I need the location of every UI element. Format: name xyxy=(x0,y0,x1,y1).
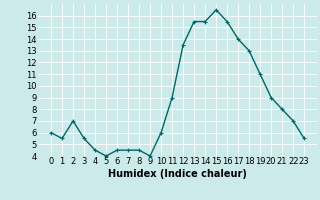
X-axis label: Humidex (Indice chaleur): Humidex (Indice chaleur) xyxy=(108,169,247,179)
